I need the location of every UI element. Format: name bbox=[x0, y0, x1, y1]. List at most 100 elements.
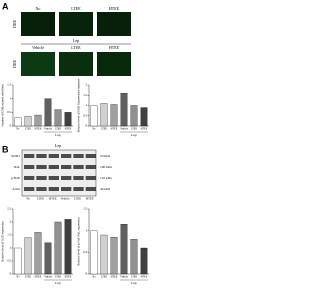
y-tick-label: 1.5 bbox=[83, 207, 87, 211]
y-axis-label: Relative level of DHE fluorescence inten… bbox=[77, 78, 81, 132]
blot-band bbox=[24, 154, 35, 158]
bar bbox=[130, 105, 138, 127]
y-axis-label: Relative level of p-NaE/NaL expression bbox=[77, 217, 81, 266]
x-tick-label: HTEE bbox=[111, 276, 118, 279]
y-tick-label: 0 bbox=[10, 272, 12, 276]
y-axis-label: Relative level of SOD expression bbox=[1, 221, 5, 262]
bar bbox=[44, 242, 52, 275]
bar bbox=[140, 247, 148, 275]
bar bbox=[130, 239, 138, 275]
x-tick-label: Vehicle bbox=[44, 128, 53, 131]
lane-label: LTEE bbox=[37, 197, 44, 201]
protein-label: Actin bbox=[12, 187, 20, 191]
bar bbox=[110, 104, 118, 127]
bar bbox=[100, 234, 108, 275]
column-label: HTEE bbox=[109, 6, 120, 11]
x-tick-label: Vehicle bbox=[44, 276, 53, 279]
x-tick-label: HTEE bbox=[65, 276, 72, 279]
panel-label: A bbox=[2, 1, 9, 11]
figure: A No LTEE HTEE DHE Lep Vehicle LTEE HTEE… bbox=[1, 1, 149, 285]
bar bbox=[64, 112, 72, 127]
blot-band bbox=[36, 165, 47, 169]
bar bbox=[34, 114, 42, 127]
y-tick-label: 0.5 bbox=[83, 113, 87, 117]
group-label: Lep bbox=[131, 281, 137, 285]
row-label: DHE bbox=[12, 59, 17, 68]
blot-band bbox=[48, 187, 59, 191]
x-tick-label: LTEE bbox=[55, 128, 62, 131]
blot-band bbox=[48, 165, 59, 169]
y-tick-label: 0.5 bbox=[83, 250, 87, 254]
blot-band bbox=[61, 187, 72, 191]
x-tick-label: Vehicle bbox=[120, 128, 129, 131]
y-tick-label: 0 bbox=[86, 124, 88, 128]
x-tick-label: No bbox=[92, 128, 96, 131]
blot-band bbox=[73, 154, 84, 158]
x-tick-label: LTEE bbox=[131, 276, 138, 279]
y-axis-label: Number of DHE-stained cells/field bbox=[1, 84, 5, 127]
blot-band bbox=[61, 165, 72, 169]
column-label: HTEE bbox=[109, 45, 120, 50]
bar bbox=[14, 117, 22, 127]
blot-band bbox=[85, 176, 96, 180]
group-label: Lep bbox=[73, 38, 79, 43]
micrographs bbox=[21, 12, 131, 76]
lane-label: Vehicle bbox=[61, 197, 71, 201]
blot-band bbox=[36, 154, 47, 158]
x-tick-label: LTEE bbox=[131, 128, 138, 131]
y-tick-label: 2 bbox=[86, 83, 88, 87]
group-label: Lep bbox=[55, 133, 61, 137]
y-tick-label: 0.5 bbox=[7, 110, 11, 114]
blot-band bbox=[61, 176, 72, 180]
x-tick-label: No bbox=[16, 276, 20, 279]
bar bbox=[44, 98, 52, 127]
y-tick-label: 1 bbox=[10, 96, 12, 100]
lane-label: LTEE bbox=[74, 197, 81, 201]
blot-band bbox=[85, 154, 96, 158]
x-tick-label: LTEE bbox=[25, 128, 32, 131]
y-tick-label: 1.5 bbox=[83, 93, 87, 97]
bar bbox=[90, 230, 98, 275]
x-tick-label: HTEE bbox=[65, 128, 72, 131]
y-tick-label: 1.5 bbox=[7, 233, 11, 237]
bar bbox=[90, 105, 98, 127]
bar bbox=[54, 109, 62, 127]
size-label: 100 kDa bbox=[100, 165, 112, 169]
group-label: Lep bbox=[55, 281, 61, 285]
x-tick-label: No bbox=[16, 128, 20, 131]
y-tick-label: 2.5 bbox=[7, 207, 11, 211]
bar bbox=[110, 237, 118, 275]
x-tick-label: HTEE bbox=[35, 128, 42, 131]
y-tick-label: 1 bbox=[86, 103, 88, 107]
bar bbox=[120, 224, 128, 275]
x-tick-label: LTEE bbox=[101, 276, 108, 279]
bar bbox=[14, 247, 22, 275]
bar bbox=[140, 107, 148, 127]
bar bbox=[64, 219, 72, 275]
blot-band bbox=[48, 154, 59, 158]
x-tick-label: HTEE bbox=[111, 128, 118, 131]
x-tick-label: LTEE bbox=[25, 276, 32, 279]
group-label: Lep bbox=[55, 143, 61, 148]
x-tick-label: HTEE bbox=[141, 128, 148, 131]
size-label: 42 kDa bbox=[100, 187, 111, 191]
column-label: LTEE bbox=[71, 6, 81, 11]
column-label: LTEE bbox=[71, 45, 81, 50]
blot-band bbox=[73, 176, 84, 180]
blot-band bbox=[24, 176, 35, 180]
x-tick-label: HTEE bbox=[141, 276, 148, 279]
y-tick-label: 1 bbox=[86, 228, 88, 232]
group-label: Lep bbox=[131, 133, 137, 137]
bar bbox=[54, 221, 62, 275]
blot-band bbox=[73, 165, 84, 169]
x-tick-label: No bbox=[92, 276, 96, 279]
y-tick-label: 0.5 bbox=[7, 259, 11, 263]
blot-band bbox=[24, 187, 35, 191]
lane-label: HTEE bbox=[49, 197, 57, 201]
row-label: DHE bbox=[12, 19, 17, 28]
blot-band bbox=[24, 165, 35, 169]
bar bbox=[24, 237, 32, 275]
blot-band bbox=[85, 187, 96, 191]
y-tick-label: 1.5 bbox=[7, 83, 11, 87]
blot-band bbox=[85, 165, 96, 169]
